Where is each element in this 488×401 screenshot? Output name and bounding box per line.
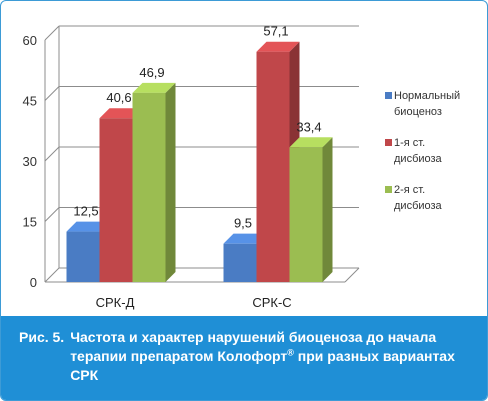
legend-label: дисбиоза [394, 153, 443, 165]
figure-caption: Рис. 5. Частота и характер нарушений био… [1, 316, 487, 400]
bar-front [132, 92, 166, 282]
data-label: 57,1 [263, 24, 288, 39]
bar-top [99, 108, 143, 119]
gridline-diagonal [44, 207, 60, 222]
legend-label: 1-я ст. [394, 137, 425, 149]
x-category-label: СРК-Д [96, 295, 135, 310]
y-tick-label: 45 [23, 94, 37, 109]
gridline-diagonal [44, 86, 60, 101]
y-tick-label: 30 [23, 154, 37, 169]
caption-label: Рис. 5. [19, 329, 65, 345]
legend-item: 2-я ст. дисбиоза [385, 184, 443, 212]
bar-side [165, 82, 176, 282]
data-label: 12,5 [73, 204, 98, 219]
legend-item: Нормальный биоценоз [385, 90, 460, 118]
floor-right-edge [344, 267, 360, 283]
data-label: 40,6 [106, 90, 131, 105]
caption-tail-text: при разных вариантах СРК [70, 348, 455, 383]
bar [132, 82, 176, 282]
legend-swatch [385, 186, 392, 193]
bar-top [289, 137, 333, 148]
gridline-diagonal [44, 146, 60, 162]
bar-front [256, 51, 290, 282]
bar-top [132, 82, 176, 93]
legend-label: дисбиоза [394, 200, 443, 212]
caption-registered-mark: ® [287, 347, 294, 358]
bar [289, 137, 333, 282]
legend-label: 2-я ст. [394, 184, 425, 196]
data-label: 33,4 [296, 119, 321, 134]
bar-front [223, 243, 257, 282]
gridline-diagonal [44, 267, 60, 283]
data-label: 9,5 [234, 216, 252, 231]
bar-front [99, 118, 133, 282]
bar-front [66, 231, 100, 282]
caption-text: Частота и характер нарушений биоценоза д… [70, 328, 471, 385]
bar-top [66, 221, 110, 232]
gridline-diagonal [44, 25, 60, 41]
data-label: 46,9 [139, 65, 164, 80]
bar-top [256, 41, 300, 52]
y-tick-label: 60 [23, 33, 37, 48]
bar-side [322, 137, 333, 282]
y-tick-label: 0 [30, 275, 37, 290]
caption-main-text: Частота и характер нарушений биоценоза д… [70, 329, 437, 364]
chart-area: 0 15 30 45 60 12,5 40,6 46,9 СРК-Д 9,5 57,1 33,4 СРК… [23, 24, 461, 310]
bar-top [223, 233, 267, 244]
legend-swatch [385, 139, 392, 146]
x-category-label: СРК-С [252, 295, 291, 310]
legend-label: Нормальный [394, 90, 460, 102]
bar-front [289, 147, 323, 282]
legend-swatch [385, 92, 392, 99]
legend-item: 1-я ст. дисбиоза [385, 137, 443, 165]
legend-label: биоценоз [394, 106, 442, 118]
y-tick-label: 15 [23, 215, 37, 230]
